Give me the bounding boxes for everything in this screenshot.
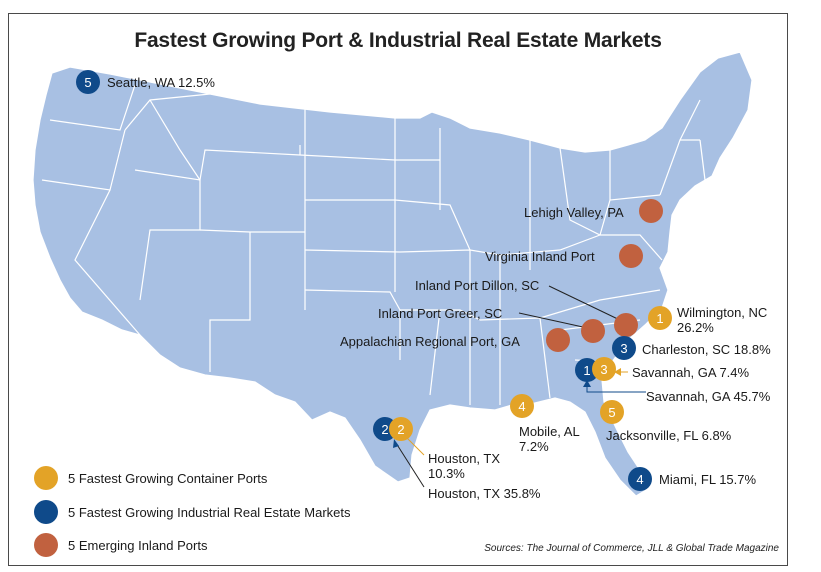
label-houston-container-line2: 10.3% (428, 466, 465, 481)
marker-number: 5 (84, 75, 91, 90)
marker-number: 2 (381, 422, 388, 437)
label-greer: Inland Port Greer, SC (378, 306, 503, 321)
label-miami: Miami, FL 15.7% (659, 472, 757, 487)
marker-number: 5 (608, 405, 615, 420)
marker-virginia[interactable] (619, 244, 643, 268)
marker-wilmington[interactable]: 1 (648, 306, 672, 330)
marker-number: 2 (397, 422, 404, 437)
marker-number: 3 (600, 362, 607, 377)
legend-swatch-inland (34, 533, 58, 557)
marker-mobile[interactable]: 4 (510, 394, 534, 418)
label-appalachian: Appalachian Regional Port, GA (340, 334, 520, 349)
label-jacksonville: Jacksonville, FL 6.8% (606, 428, 732, 443)
marker-number: 1 (656, 311, 663, 326)
dillon-pointer (548, 285, 625, 323)
marker-greer[interactable] (581, 319, 605, 343)
legend-swatch-industrial (34, 500, 58, 524)
legend-label-container: 5 Fastest Growing Container Ports (68, 471, 268, 486)
source-note: Sources: The Journal of Commerce, JLL & … (484, 543, 779, 554)
markers-layer: 5 1 3 1 3 4 5 (76, 70, 672, 491)
label-seattle: Seattle, WA 12.5% (107, 75, 215, 90)
label-mobile-line2: 7.2% (519, 439, 549, 454)
houston-industrial-pointer (395, 442, 425, 488)
marker-number: 4 (636, 472, 643, 487)
marker-number: 3 (620, 341, 627, 356)
label-wilmington-line1: Wilmington, NC (677, 305, 768, 320)
greer-pointer (518, 312, 593, 330)
marker-savannah-container[interactable]: 3 (592, 357, 616, 381)
label-lehigh: Lehigh Valley, PA (524, 205, 624, 220)
label-wilmington-line2: 26.2% (677, 320, 714, 335)
marker-houston-container[interactable]: 2 (389, 417, 413, 441)
houston-industrial-arrowhead (393, 439, 399, 448)
label-mobile-line1: Mobile, AL (519, 424, 580, 439)
pointer-lines (395, 285, 646, 488)
marker-seattle[interactable]: 5 (76, 70, 100, 94)
marker-lehigh[interactable] (639, 199, 663, 223)
marker-number: 1 (583, 363, 590, 378)
marker-jacksonville[interactable]: 5 (600, 400, 624, 424)
label-charleston: Charleston, SC 18.8% (642, 342, 771, 357)
savannah-industrial-arrowhead (583, 380, 591, 387)
marker-appalachian[interactable] (546, 328, 570, 352)
label-virginia: Virginia Inland Port (485, 249, 595, 264)
label-savannah-industrial: Savannah, GA 45.7% (646, 389, 771, 404)
legend-swatch-container (34, 466, 58, 490)
marker-number: 4 (518, 399, 525, 414)
marker-charleston[interactable]: 3 (612, 336, 636, 360)
label-savannah-container: Savannah, GA 7.4% (632, 365, 750, 380)
marker-dillon[interactable] (614, 313, 638, 337)
label-houston-container-line1: Houston, TX (428, 451, 501, 466)
marker-miami[interactable]: 4 (628, 467, 652, 491)
legend-label-industrial: 5 Fastest Growing Industrial Real Estate… (68, 505, 351, 520)
label-houston-industrial: Houston, TX 35.8% (428, 486, 541, 501)
savannah-container-arrowhead (614, 368, 621, 376)
marker-savannah-industrial[interactable]: 1 (575, 358, 599, 382)
legend-label-inland: 5 Emerging Inland Ports (68, 538, 208, 553)
map-title: Fastest Growing Port & Industrial Real E… (134, 29, 662, 52)
label-dillon: Inland Port Dillon, SC (415, 278, 540, 293)
